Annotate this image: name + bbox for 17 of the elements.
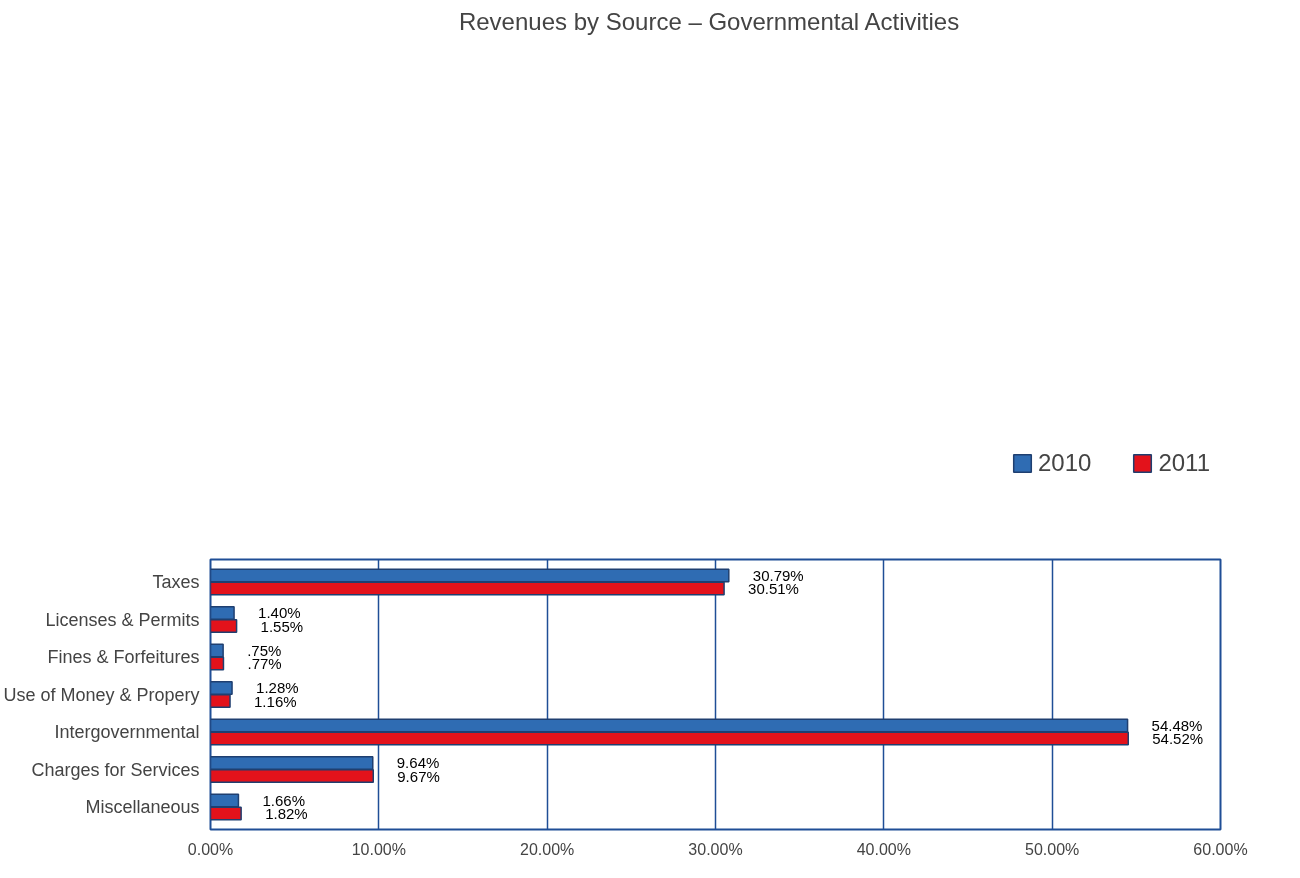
chart-title: Revenues by Source – Governmental Activities bbox=[458, 7, 960, 35]
y-tick-label: Taxes bbox=[152, 572, 200, 592]
y-tick-label: Use of Money & Propery bbox=[3, 684, 200, 705]
legend-label: 2010 bbox=[1038, 449, 1092, 477]
y-tick-label: Fines & Forfeitures bbox=[47, 647, 200, 667]
x-tick-label: 20.00% bbox=[520, 840, 575, 858]
x-tick-label: 60.00% bbox=[1193, 840, 1248, 858]
x-tick-label: 30.00% bbox=[688, 840, 743, 858]
x-tick-label: 0.00% bbox=[187, 840, 234, 858]
x-tick-label: 10.00% bbox=[351, 840, 406, 858]
x-tick-label: 50.00% bbox=[1025, 840, 1080, 858]
y-tick-label: Miscellaneous bbox=[85, 797, 200, 817]
y-tick-label: Charges for Services bbox=[31, 759, 200, 780]
legend-label: 2011 bbox=[1158, 449, 1210, 477]
y-tick-label: Intergovernmental bbox=[54, 722, 200, 742]
y-tick-label: Licenses & Permits bbox=[45, 609, 200, 630]
x-tick-label: 40.00% bbox=[856, 840, 911, 858]
